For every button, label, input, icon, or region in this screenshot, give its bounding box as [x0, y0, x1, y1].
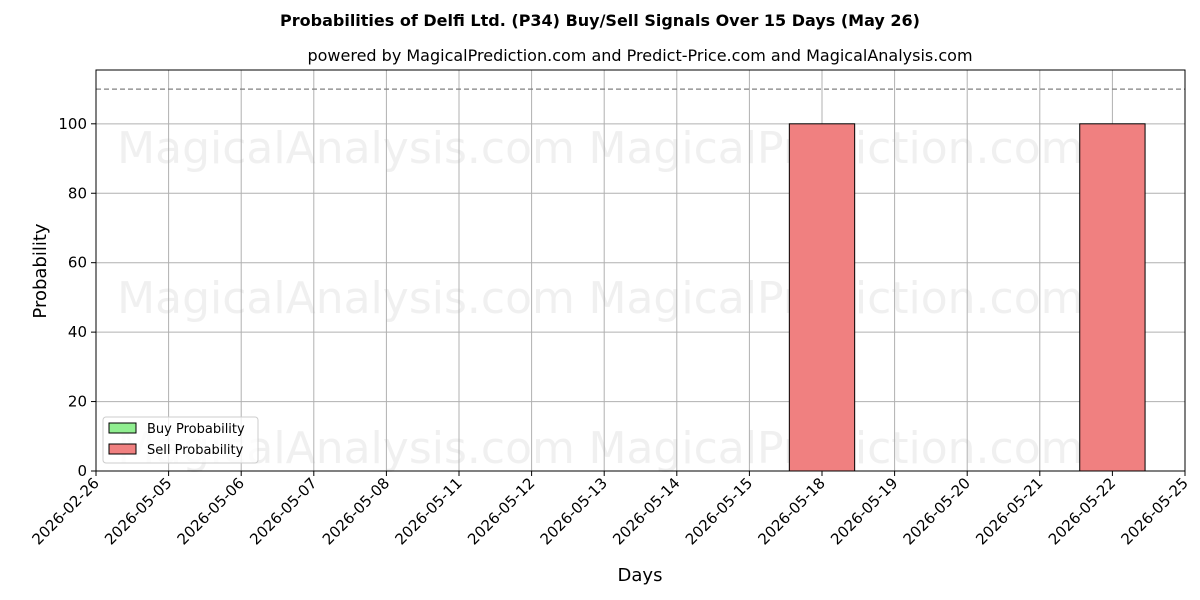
x-tick-label: 2026-05-06: [174, 474, 248, 548]
x-tick-label: 2026-02-26: [28, 474, 102, 548]
y-tick-label: 100: [58, 115, 87, 133]
x-tick-label: 2026-05-08: [319, 474, 393, 548]
x-axis-ticks: 2026-02-262026-05-052026-05-062026-05-07…: [28, 471, 1192, 548]
x-tick-label: 2026-05-18: [754, 474, 828, 548]
y-axis-label: Probability: [30, 223, 51, 318]
x-tick-label: 2026-05-05: [101, 474, 175, 548]
watermarks: MagicalAnalysis.comMagicalPrediction.com…: [117, 123, 1083, 474]
x-tick-label: 2026-05-12: [464, 474, 538, 548]
x-tick-label: 2026-05-21: [972, 474, 1046, 548]
plot-frame: [95, 69, 1186, 472]
legend-label: Sell Probability: [147, 443, 244, 458]
x-tick-label: 2026-05-11: [391, 474, 465, 548]
legend-label: Buy Probability: [147, 422, 245, 437]
x-tick-label: 2026-05-25: [1117, 474, 1191, 548]
bar-sell-probability: [1079, 123, 1146, 472]
x-tick-label: 2026-05-22: [1045, 474, 1119, 548]
chart-title: Probabilities of Delfi Ltd. (P34) Buy/Se…: [280, 11, 920, 30]
x-tick-label: 2026-05-19: [827, 474, 901, 548]
legend: Buy Probability Sell Probability: [102, 416, 259, 464]
watermark-text: MagicalAnalysis.com: [117, 273, 575, 324]
y-tick-label: 60: [68, 254, 87, 272]
bars: [788, 123, 1146, 472]
legend-box: [102, 416, 259, 464]
y-tick-label: 0: [77, 462, 87, 480]
x-tick-label: 2026-05-20: [900, 474, 974, 548]
legend-swatch: [108, 422, 137, 434]
x-axis-label: Days: [618, 565, 663, 586]
chart-subtitle: powered by MagicalPrediction.com and Pre…: [307, 46, 972, 65]
y-axis-ticks: 0 20 40 60 80 100: [58, 115, 96, 480]
y-tick-label: 40: [68, 323, 87, 341]
x-tick-label: 2026-05-14: [609, 474, 683, 548]
x-tick-label: 2026-05-13: [537, 474, 611, 548]
x-tick-label: 2026-05-07: [246, 474, 320, 548]
x-tick-label: 2026-05-15: [682, 474, 756, 548]
y-tick-label: 20: [68, 393, 87, 411]
legend-swatch: [108, 443, 137, 455]
watermark-text: MagicalAnalysis.com: [117, 123, 575, 174]
y-tick-label: 80: [68, 184, 87, 202]
bar-sell-probability: [788, 123, 856, 472]
